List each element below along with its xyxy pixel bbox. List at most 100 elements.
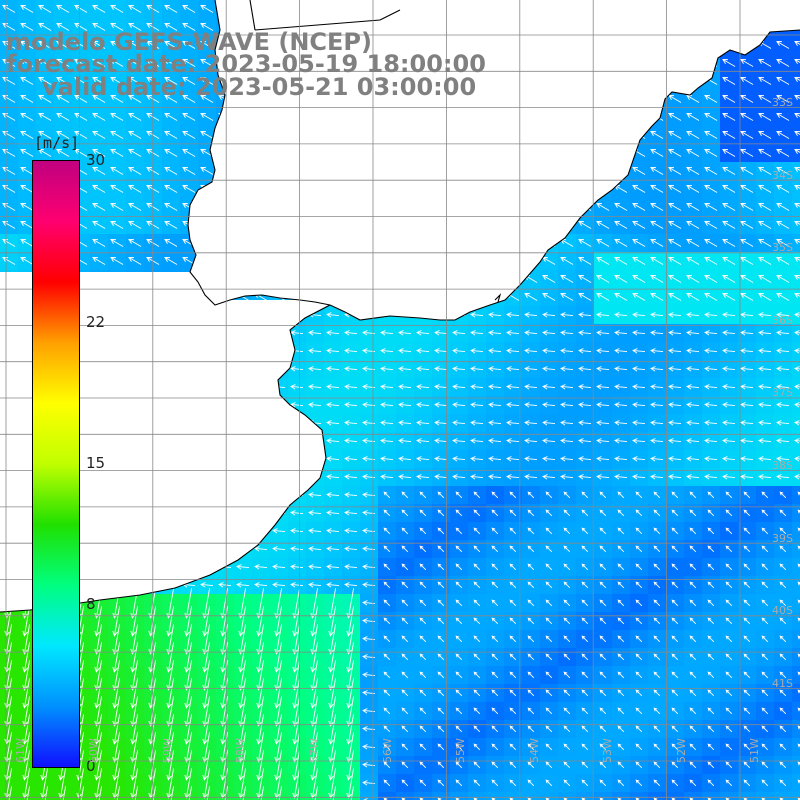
- wind-arrow: [94, 732, 103, 763]
- wind-arrow: [164, 77, 178, 85]
- wind-arrow: [563, 617, 571, 625]
- wind-arrow: [596, 275, 610, 283]
- latitude-label: 39S: [772, 531, 793, 545]
- wind-arrow: [740, 167, 754, 175]
- wind-arrow: [797, 689, 800, 694]
- wind-arrow: [614, 257, 628, 265]
- wind-arrow: [542, 456, 556, 462]
- wind-arrow: [152, 786, 157, 800]
- wind-arrow: [326, 564, 340, 570]
- longitude-label: 57W: [307, 738, 321, 763]
- wind-arrow: [491, 545, 499, 553]
- wind-arrow: [200, 582, 214, 588]
- wind-arrow: [794, 312, 800, 318]
- wind-arrow: [671, 617, 679, 625]
- wind-arrow: [776, 293, 790, 301]
- wind-arrow: [761, 743, 769, 751]
- wind-arrow: [527, 653, 535, 661]
- wind-arrow: [776, 474, 790, 480]
- wind-speed-cell: [792, 90, 800, 108]
- wind-speed-cell: [648, 792, 666, 800]
- wind-arrow: [794, 59, 800, 65]
- wind-arrow: [650, 131, 664, 139]
- wind-arrow: [794, 149, 800, 155]
- wind-speed-cell: [792, 540, 800, 558]
- wind-arrow: [473, 599, 481, 607]
- wind-speed-cell: [540, 792, 558, 800]
- wind-arrow: [509, 599, 517, 607]
- wind-arrow: [563, 599, 571, 607]
- wind-arrow: [545, 599, 553, 607]
- wind-arrow: [434, 330, 448, 336]
- wind-arrow: [686, 420, 700, 426]
- wind-arrow: [509, 617, 517, 625]
- wind-arrow: [182, 5, 196, 13]
- wind-arrow: [308, 546, 322, 552]
- wind-arrow: [506, 330, 520, 336]
- wind-arrow: [794, 384, 800, 390]
- wind-arrow: [326, 438, 340, 444]
- wind-arrow: [779, 545, 787, 553]
- wind-arrow: [296, 786, 301, 800]
- wind-arrow: [794, 95, 800, 101]
- wind-arrow: [632, 366, 646, 372]
- wind-arrow: [596, 221, 610, 229]
- wind-arrow: [686, 131, 700, 139]
- wind-arrow: [671, 653, 679, 661]
- wind-arrow: [686, 275, 700, 283]
- wind-arrow: [794, 366, 800, 372]
- wind-arrow: [545, 761, 553, 769]
- wind-arrow: [707, 653, 715, 661]
- wind-arrow: [524, 330, 538, 336]
- wind-arrow: [632, 456, 646, 462]
- wind-speed-cell: [396, 792, 414, 800]
- wind-arrow: [164, 59, 178, 67]
- wind-arrow: [596, 239, 610, 247]
- wind-arrow: [686, 384, 700, 390]
- wind-arrow: [184, 606, 193, 637]
- wind-arrow: [563, 635, 571, 643]
- wind-speed-cell: [792, 126, 800, 144]
- wind-arrow: [758, 131, 772, 139]
- wind-arrow: [725, 653, 733, 661]
- latitude-label: 38S: [772, 459, 793, 472]
- wind-arrow: [794, 41, 800, 47]
- wind-arrow: [473, 635, 481, 643]
- wind-arrow: [671, 491, 679, 499]
- wind-arrow: [292, 642, 301, 673]
- wind-arrow: [310, 768, 319, 799]
- wind-arrow: [527, 707, 535, 715]
- wind-arrow: [58, 768, 67, 799]
- wind-arrow: [614, 203, 628, 211]
- forecast-date: forecast date: 2023-05-19 18:00:00: [6, 50, 486, 78]
- wind-arrow: [740, 59, 754, 67]
- wind-arrow: [416, 384, 430, 390]
- wind-arrow: [668, 366, 682, 372]
- wind-arrow: [797, 779, 800, 784]
- wind-speed-cell: [594, 792, 612, 800]
- wind-arrow: [581, 779, 589, 787]
- wind-arrow: [473, 653, 481, 661]
- wind-arrow: [509, 545, 517, 553]
- wind-arrow: [164, 239, 178, 247]
- wind-arrow: [563, 743, 571, 751]
- wind-arrow: [383, 743, 391, 751]
- wind-arrow: [545, 653, 553, 661]
- wind-arrow: [524, 474, 538, 480]
- wind-arrow: [254, 564, 268, 570]
- wind-arrow: [689, 743, 697, 751]
- wind-arrow: [256, 678, 265, 709]
- wind-arrow: [668, 474, 682, 480]
- wind-speed-cell: [288, 792, 306, 800]
- wind-arrow: [614, 275, 628, 283]
- wind-arrow: [220, 624, 229, 655]
- wind-arrow: [635, 689, 643, 697]
- wind-arrow: [794, 348, 800, 354]
- wind-speed-cell: [792, 144, 800, 162]
- wind-arrow: [686, 149, 700, 157]
- wind-arrow: [704, 402, 718, 408]
- wind-speed-cell: [630, 792, 648, 800]
- wind-arrow: [581, 509, 589, 517]
- wind-arrow: [635, 635, 643, 643]
- wind-arrow: [563, 491, 571, 499]
